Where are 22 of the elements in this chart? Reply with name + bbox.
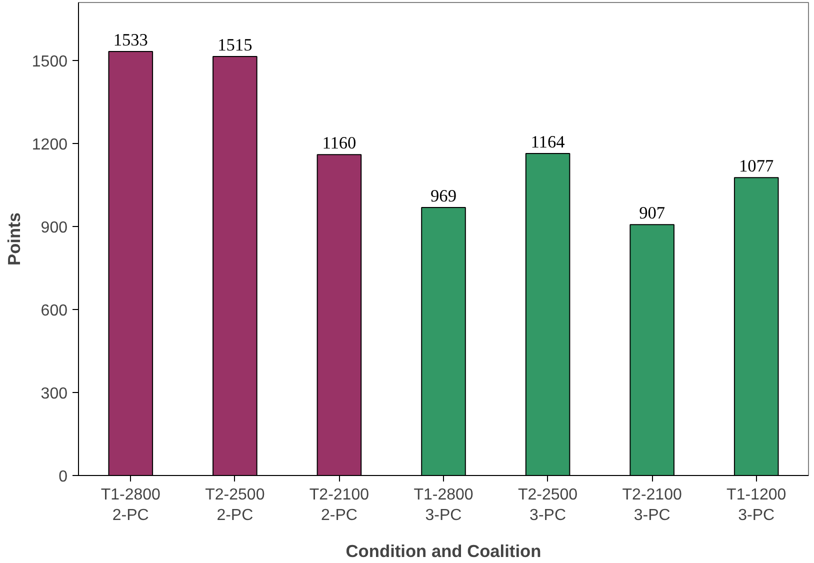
y-tick-label: 300 xyxy=(40,386,68,403)
data-label: 1533 xyxy=(113,30,148,50)
y-axis-title: Points xyxy=(4,212,24,266)
data-label: 907 xyxy=(639,204,666,223)
y-tick-label: 0 xyxy=(58,468,68,486)
x-tick-label: T2-2100 2-PC xyxy=(309,486,370,524)
data-label: 969 xyxy=(430,186,457,206)
y-tick-label: 1500 xyxy=(32,54,68,71)
x-tick-label: T1-2800 2-PC xyxy=(100,486,161,524)
y-tick-label: 900 xyxy=(40,220,68,237)
data-label: 1160 xyxy=(322,134,356,153)
y-tick-label: 1200 xyxy=(32,136,68,154)
x-tick-label: T1-2800 3-PC xyxy=(414,486,474,524)
x-axis-title: Condition and Coalition xyxy=(346,540,542,561)
data-label: 1077 xyxy=(739,156,774,176)
x-tick-label: T2-2500 2-PC xyxy=(205,486,265,524)
x-tick-label: T2-2100 3-PC xyxy=(622,486,682,524)
x-tick-label: T2-2500 3-PC xyxy=(518,486,578,524)
x-tick-label: T1-1200 3-PC xyxy=(726,486,786,524)
data-label: 1515 xyxy=(218,35,252,54)
data-label: 1164 xyxy=(530,132,566,152)
y-tick-label: 600 xyxy=(40,302,68,320)
